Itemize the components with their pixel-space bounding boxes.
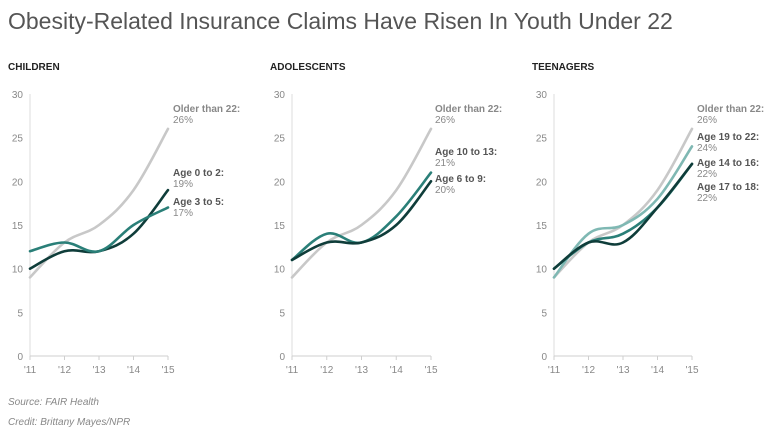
- y-tick-label: 0: [17, 352, 23, 363]
- series-line-age-3-to-5: [28, 206, 170, 254]
- series-line-age-17-to-18: [552, 162, 694, 270]
- y-tick-label: 10: [274, 265, 286, 276]
- series-label-value: 26%: [435, 115, 455, 126]
- series-label-name: Age 10 to 13:: [435, 147, 497, 158]
- series-line-older-than-22: [552, 127, 694, 279]
- series-label-value: 20%: [435, 185, 455, 196]
- series-label-name: Age 17 to 18:: [697, 182, 759, 193]
- y-tick-label: 15: [274, 221, 286, 232]
- series-label-value: 17%: [173, 208, 193, 219]
- series-label-value: 22%: [697, 193, 717, 204]
- y-tick-label: 20: [12, 177, 24, 188]
- series-line-older-than-22: [28, 127, 170, 279]
- x-tick-label: '13: [355, 365, 368, 376]
- x-tick-label: '11: [24, 365, 37, 376]
- y-tick-label: 15: [12, 221, 24, 232]
- y-tick-label: 30: [274, 90, 286, 101]
- series-label-name: Age 0 to 2:: [173, 168, 224, 179]
- series-label-name: Older than 22:: [697, 104, 764, 115]
- x-tick-label: '15: [161, 365, 174, 376]
- credit-note: Credit: Brittany Mayes/NPR: [8, 417, 131, 428]
- x-tick-label: '11: [286, 365, 299, 376]
- series-line-older-than-22: [290, 127, 433, 279]
- series-label-name: Age 3 to 5:: [173, 197, 224, 208]
- series-label-value: 19%: [173, 179, 193, 190]
- series-label-value: 22%: [697, 169, 717, 180]
- x-tick-label: '12: [320, 365, 333, 376]
- series-label-value: 21%: [435, 158, 455, 169]
- series-label-name: Age 6 to 9:: [435, 174, 486, 185]
- series-label-name: Older than 22:: [435, 104, 502, 115]
- panel-adolescents: ADOLESCENTS 0 5 10 15 20 25 30 '11 '12 '13 '14 '15 Ol…: [270, 62, 502, 376]
- x-tick-label: '13: [616, 365, 629, 376]
- y-tick-label: 20: [274, 177, 286, 188]
- x-tick-label: '12: [58, 365, 71, 376]
- x-tick-label: '12: [582, 365, 595, 376]
- series-line-age-6-to-9: [290, 180, 433, 262]
- x-tick-label: '15: [424, 365, 437, 376]
- panel-title: TEENAGERS: [532, 62, 595, 73]
- panel-children: CHILDREN 0 5 10 15 20 25 30 '11 '12 '13 '14 '15 Older…: [8, 62, 240, 376]
- x-tick-label: '14: [651, 365, 664, 376]
- series-line-age-19-to-22: [552, 145, 694, 279]
- x-tick-label: '15: [685, 365, 698, 376]
- x-tick-label: '14: [127, 365, 140, 376]
- series-label-name: Age 19 to 22:: [697, 132, 759, 143]
- chart-title: Obesity-Related Insurance Claims Have Ri…: [8, 8, 673, 34]
- panel-title: CHILDREN: [8, 62, 60, 73]
- series-label-value: 24%: [697, 143, 717, 154]
- y-tick-label: 5: [541, 308, 547, 319]
- y-tick-label: 30: [536, 90, 548, 101]
- series-label-name: Older than 22:: [173, 104, 240, 115]
- source-note: Source: FAIR Health: [8, 397, 99, 408]
- series-label-name: Age 14 to 16:: [697, 158, 759, 169]
- y-tick-label: 0: [541, 352, 547, 363]
- series-label-value: 26%: [173, 115, 193, 126]
- series-line-age-0-to-2: [28, 188, 170, 270]
- x-tick-label: '11: [548, 365, 561, 376]
- y-tick-label: 15: [536, 221, 548, 232]
- y-tick-label: 10: [12, 265, 24, 276]
- x-tick-label: '14: [390, 365, 403, 376]
- y-tick-label: 20: [536, 177, 548, 188]
- x-tick-label: '13: [92, 365, 105, 376]
- y-tick-label: 25: [274, 134, 286, 145]
- y-tick-label: 0: [279, 352, 285, 363]
- y-tick-label: 5: [279, 308, 285, 319]
- y-tick-label: 25: [536, 134, 548, 145]
- y-tick-label: 30: [12, 90, 24, 101]
- series-label-value: 26%: [697, 115, 717, 126]
- panel-teenagers: TEENAGERS 0 5 10 15 20 25 30 '11 '12 '13 '14 '15 Olde…: [532, 62, 764, 376]
- y-tick-label: 10: [536, 265, 548, 276]
- y-tick-label: 5: [17, 308, 23, 319]
- y-tick-label: 25: [12, 134, 24, 145]
- panel-title: ADOLESCENTS: [270, 62, 346, 73]
